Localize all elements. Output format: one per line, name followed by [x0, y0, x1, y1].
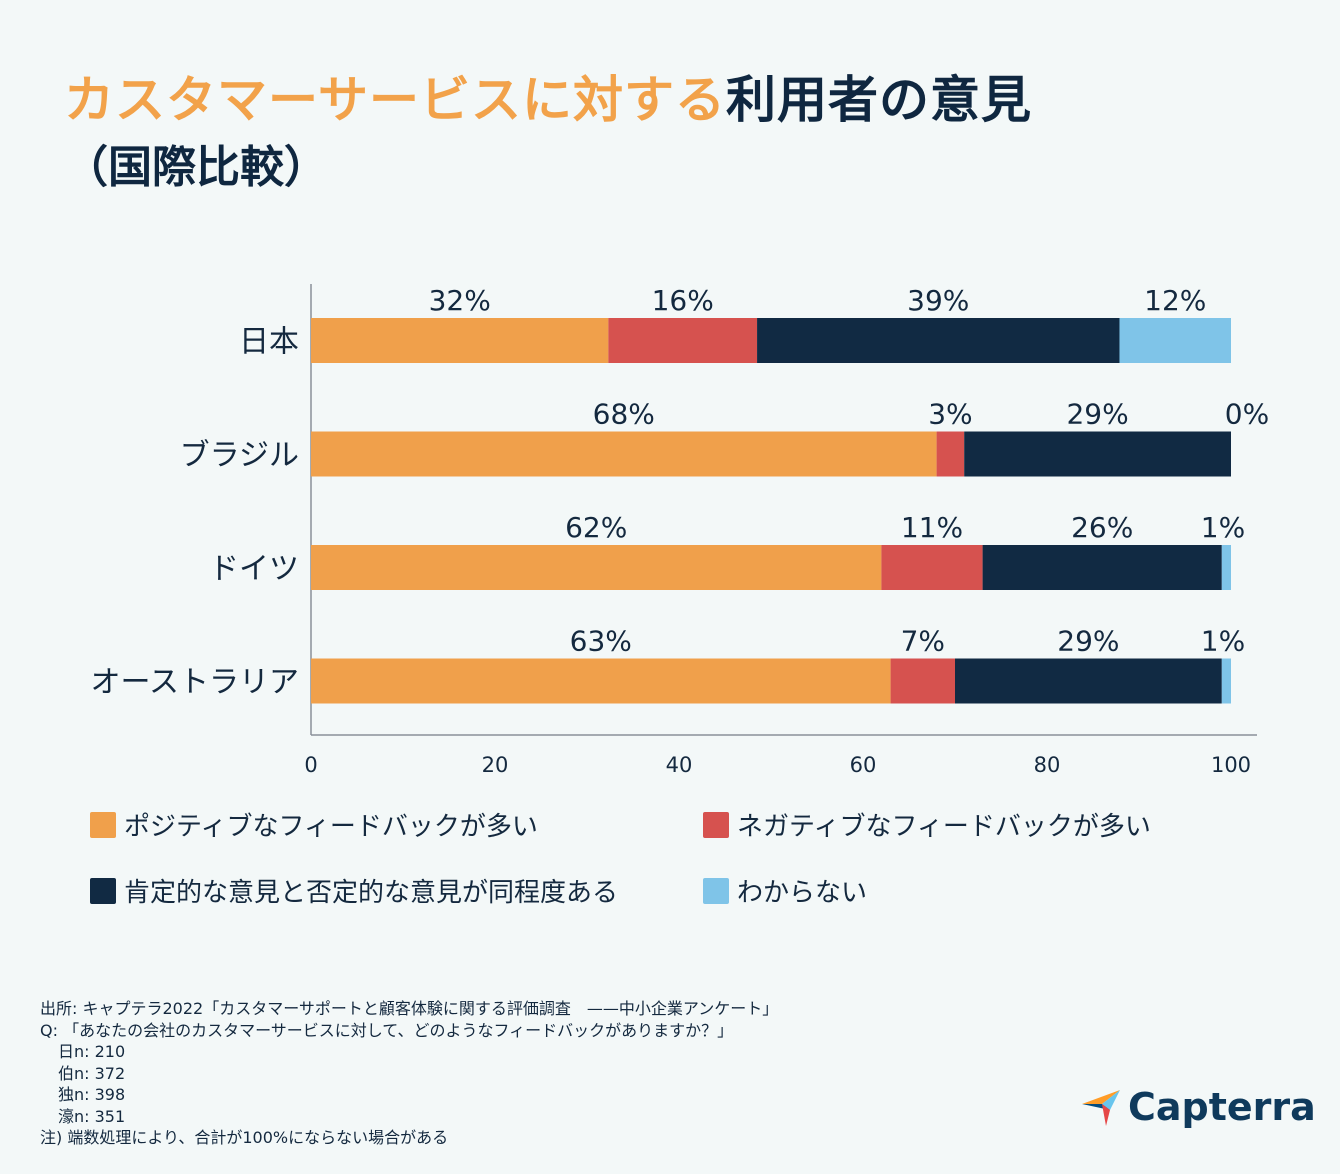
- bar-segment: [311, 545, 882, 590]
- data-label: 68%: [593, 398, 655, 431]
- sample-size-germany: 独n: 398: [58, 1085, 126, 1104]
- rounding-note: 注) 端数処理により、合計が100%にならない場合がある: [40, 1128, 449, 1147]
- data-label: 32%: [429, 284, 491, 317]
- x-tick-label: 80: [1034, 753, 1061, 777]
- data-label: 29%: [1057, 625, 1119, 658]
- bar-segment: [964, 431, 1231, 477]
- bar-segment: [1221, 658, 1231, 704]
- bar-segment: [890, 658, 955, 704]
- data-label: 1%: [1201, 511, 1245, 544]
- x-tick-label: 40: [666, 753, 693, 777]
- bar-segment: [608, 318, 758, 363]
- source-notes: 出所: キャプテラ2022「カスタマーサポートと顧客体験に関する評価調査 ——中…: [40, 998, 778, 1149]
- x-tick-label: 20: [482, 753, 509, 777]
- bar-segment: [311, 318, 609, 363]
- bar-segment: [1221, 545, 1231, 590]
- chart-title: カスタマーサービスに対する利用者の意見: [64, 66, 1032, 134]
- bar-segment: [1119, 318, 1231, 363]
- legend-swatch-unknown: [703, 877, 729, 904]
- data-label: 39%: [907, 284, 969, 317]
- category-label: 日本: [239, 325, 299, 360]
- data-label: 26%: [1071, 511, 1133, 544]
- data-label: 12%: [1144, 284, 1206, 317]
- legend-item-positive: ポジティブなフィードバックが多い: [90, 806, 538, 843]
- capterra-logo: Capterra: [1080, 1084, 1316, 1130]
- legend-item-mixed: 肯定的な意見と否定的な意見が同程度ある: [90, 872, 618, 909]
- chart-subtitle: （国際比較）: [64, 142, 328, 193]
- bar-segment: [311, 431, 937, 477]
- data-label: 7%: [901, 625, 945, 658]
- category-label: オーストラリア: [91, 665, 300, 700]
- bar-segment: [881, 545, 983, 590]
- bar-segment: [757, 318, 1120, 363]
- bar-segment: [311, 658, 891, 704]
- source-line: 出所: キャプテラ2022「カスタマーサポートと顧客体験に関する評価調査 ——中…: [40, 999, 779, 1018]
- data-label: 3%: [928, 398, 972, 431]
- stacked-bar-chart: 日本 32% 16% 39% 12% ブラジル 68% 3% 29% 0% ドイツ 62% 11% 26%…: [91, 284, 1269, 777]
- legend-label-negative: ネガティブなフィードバックが多い: [737, 812, 1151, 842]
- x-tick-label: 0: [304, 753, 317, 777]
- category-label: ドイツ: [209, 552, 299, 587]
- x-tick-label: 100: [1211, 753, 1251, 777]
- legend-item-unknown: わからない: [703, 872, 867, 909]
- title-rest: 利用者の意見: [726, 71, 1032, 129]
- capterra-arrow-icon: [1082, 1090, 1120, 1126]
- bar-segment: [955, 658, 1222, 704]
- legend-item-negative: ネガティブなフィードバックが多い: [703, 806, 1151, 843]
- category-label: ブラジル: [180, 438, 299, 473]
- legend-label-mixed: 肯定的な意見と否定的な意見が同程度ある: [124, 878, 619, 908]
- data-label: 11%: [901, 511, 963, 544]
- legend-swatch-negative: [703, 811, 729, 838]
- data-label: 16%: [652, 284, 714, 317]
- legend-label-positive: ポジティブなフィードバックが多い: [124, 812, 538, 842]
- legend-label-unknown: わからない: [737, 878, 868, 908]
- bar-segment: [982, 545, 1222, 590]
- legend-swatch-positive: [90, 811, 116, 838]
- sample-size-australia: 濠n: 351: [58, 1106, 126, 1126]
- data-label: 0%: [1225, 398, 1269, 431]
- data-label: 62%: [565, 511, 627, 544]
- brand-name: Capterra: [1128, 1085, 1316, 1129]
- data-label: 63%: [570, 625, 632, 658]
- legend-swatch-mixed: [90, 877, 116, 904]
- question-line: Q: 「あなたの会社のカスタマーサービスに対して、どのようなフィードバックがあり…: [40, 1020, 734, 1040]
- data-label: 29%: [1066, 398, 1128, 431]
- sample-size-brazil: 伯n: 372: [58, 1063, 126, 1083]
- data-label: 1%: [1201, 625, 1245, 658]
- x-tick-label: 60: [850, 753, 877, 777]
- bar-segment: [936, 431, 965, 477]
- sample-size-japan: 日n: 210: [58, 1042, 126, 1061]
- title-highlight: カスタマーサービスに対する: [64, 71, 726, 129]
